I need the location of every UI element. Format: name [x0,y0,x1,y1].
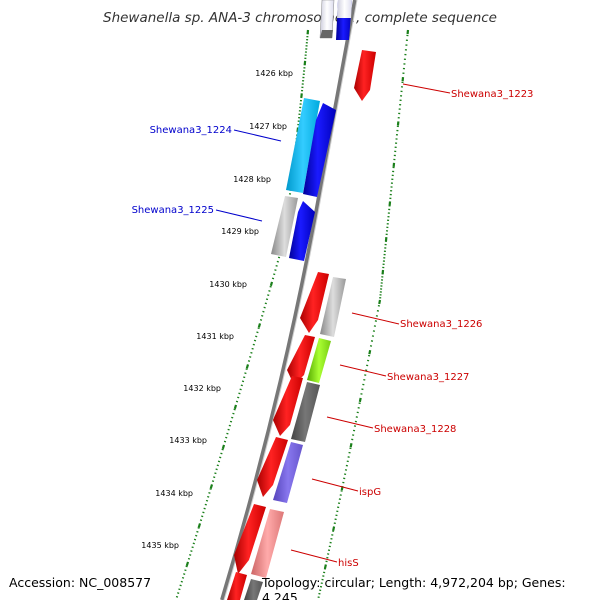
gene-labels: Shewana3_1223 Shewana3_1224 Shewana3_122… [132,89,534,569]
gene-label-shewana3-1223[interactable]: Shewana3_1223 [451,89,533,100]
major-tick [245,364,250,369]
major-tick [358,397,362,403]
gene-arrow[interactable] [287,335,315,385]
kbp-label: 1428 kbp [233,175,271,184]
major-tick [209,484,214,489]
major-tick [233,404,238,410]
kbp-label: 1431 kbp [196,332,234,341]
major-tick [368,349,372,355]
kbp-label: 1435 kbp [141,541,179,550]
gene-arrow-shewana3-1225[interactable] [271,196,298,257]
gene-arrow-shewana3-1226[interactable] [320,277,346,337]
callout-line [351,312,400,325]
callout-line [233,129,282,142]
kbp-label: 1426 kbp [255,69,293,78]
gene-label-shewana3-1227[interactable]: Shewana3_1227 [387,372,469,383]
major-tick [185,561,190,567]
kbp-label: 1427 kbp [249,122,287,131]
callout-line [339,364,387,377]
gene-arrow-shewana3-1227[interactable] [307,338,331,383]
gene-label-shewana3-1228[interactable]: Shewana3_1228 [374,424,456,435]
major-tick [332,526,336,531]
gene-arrow-ispg[interactable] [273,442,303,503]
gene-arrow-shewana3-1223[interactable] [354,50,376,101]
gene-label-hiss[interactable]: hisS [338,558,359,569]
kbp-label: 1432 kbp [183,384,221,393]
callout-line [290,549,338,563]
genome-backbone [220,0,357,600]
callout-line [402,83,451,94]
gene-arrow-shewana3-1224[interactable] [286,98,320,193]
gene-features [227,0,376,600]
gene-arrow-shewana3-1228[interactable] [291,382,320,442]
major-tick [323,564,327,569]
outer-tick-track [317,29,410,599]
inner-tick-track [175,29,310,598]
gene-arrow[interactable] [300,272,329,333]
gene-arrow[interactable] [273,376,303,436]
topology-text: Topology: circular; Length: 4,972,204 bp… [262,575,566,600]
gene-arrow[interactable] [337,0,352,18]
gene-label-shewana3-1224[interactable]: Shewana3_1224 [150,125,232,136]
accession-text: Accession: NC_008577 [9,575,152,590]
gene-callouts [215,83,451,563]
gene-arrow[interactable] [289,201,315,261]
gene-label-shewana3-1226[interactable]: Shewana3_1226 [400,319,482,330]
callout-line [326,416,374,429]
gene-arrow[interactable] [234,504,266,574]
major-tick [221,444,226,450]
gene-arrow[interactable] [320,30,333,38]
kbp-label: 1430 kbp [209,280,247,289]
gene-arrow[interactable] [227,572,247,600]
kbp-label: 1429 kbp [221,227,259,236]
major-tick [257,323,262,328]
gene-arrow[interactable] [257,437,288,497]
map-title: Shewanella sp. ANA-3 chromosome 1, compl… [103,10,497,26]
callout-line [311,478,359,492]
callout-line [215,209,263,222]
gene-label-shewana3-1225[interactable]: Shewana3_1225 [132,205,214,216]
gene-arrow[interactable] [303,103,336,197]
gene-label-ispg[interactable]: ispG [359,487,381,498]
major-tick [378,299,382,305]
kbp-label: 1434 kbp [155,489,193,498]
major-tick [197,523,202,528]
gene-arrow-hiss[interactable] [251,509,284,578]
kbp-label: 1433 kbp [169,436,207,445]
gene-arrow[interactable] [244,579,263,600]
major-tick [269,281,274,287]
genome-backbone-highlight [223,0,358,600]
kbp-ruler: 1426 kbp 1427 kbp 1428 kbp 1429 kbp 1430… [141,69,293,550]
major-tick [349,443,353,448]
